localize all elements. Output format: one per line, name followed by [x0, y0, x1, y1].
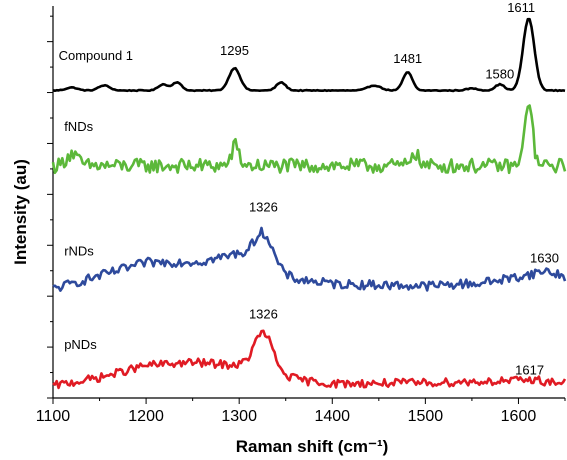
series-line-0 [52, 17, 566, 93]
peak-label: 1617 [515, 363, 544, 378]
x-tick-label: 1400 [314, 408, 350, 425]
x-tick-label: 1200 [128, 408, 164, 425]
series-name-label: pNDs [64, 337, 97, 352]
spectra-series [51, 17, 567, 390]
series-line-3 [52, 329, 567, 390]
series-annotations: Compound 1 1295 1481 1580 1611 fNDs rNDs 1326 16… [59, 0, 559, 378]
series-name-label: Compound 1 [59, 48, 133, 63]
series-line-2 [52, 226, 567, 292]
peak-label: 1326 [249, 307, 278, 322]
x-tick-label: 1100 [36, 408, 71, 425]
series-name-label: fNDs [64, 119, 93, 134]
x-axis-title: Raman shift (cm⁻¹) [236, 437, 389, 456]
peak-label: 1481 [393, 51, 422, 66]
peak-label: 1611 [507, 0, 535, 15]
peak-label: 1630 [530, 251, 559, 266]
series-name-label: rNDs [64, 244, 94, 259]
plot-axes: 1100 1200 1300 1400 1500 1600 [36, 6, 566, 425]
peak-label: 1295 [220, 43, 249, 58]
x-tick-label: 1300 [221, 408, 257, 425]
peak-label: 1580 [485, 66, 514, 81]
x-tick-label: 1600 [501, 408, 537, 425]
y-axis-title: Intensity (au) [11, 159, 30, 265]
series-line-1 [51, 104, 567, 175]
x-tick-label: 1500 [408, 408, 444, 425]
peak-label: 1326 [249, 200, 278, 215]
